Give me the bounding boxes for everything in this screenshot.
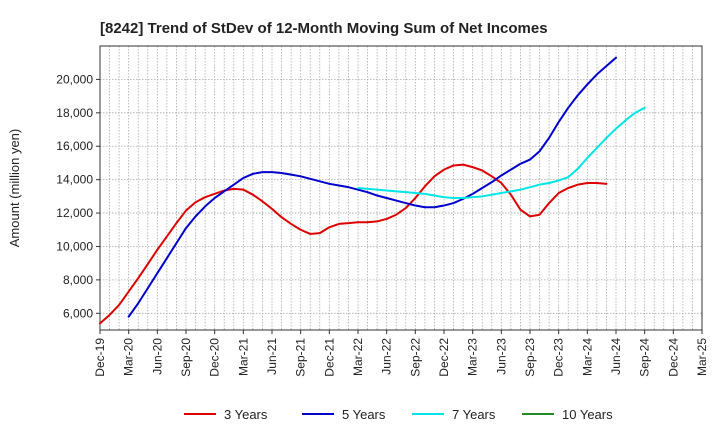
chart-title: [8242] Trend of StDev of 12-Month Moving… xyxy=(100,20,548,37)
series-lines xyxy=(99,56,646,325)
y-tick-label: 16,000 xyxy=(56,139,93,153)
x-tick-label: Mar-24 xyxy=(580,338,594,376)
x-tick-label: Sep-23 xyxy=(523,338,537,377)
x-tick-label: Mar-20 xyxy=(122,338,136,376)
y-tick-label: 10,000 xyxy=(56,239,93,253)
x-tick-label: Sep-22 xyxy=(408,338,422,377)
series-line-5-years xyxy=(127,56,617,318)
y-axis-ticks: 6,000 8,000 10,000 12,000 14,000 16,000 18,000… xyxy=(56,72,100,320)
y-tick-label: 18,000 xyxy=(56,106,93,120)
series-line-7-years xyxy=(357,106,646,200)
x-tick-label: Dec-22 xyxy=(437,338,451,377)
x-tick-label: Dec-19 xyxy=(93,338,107,377)
x-tick-label: Jun-24 xyxy=(609,338,623,375)
x-tick-label: Jun-22 xyxy=(380,338,394,375)
plot-area-frame xyxy=(99,45,703,331)
legend: 3 Years 5 Years 7 Years 10 Years xyxy=(184,407,613,422)
x-tick-label: Dec-23 xyxy=(552,338,566,377)
x-tick-label: Dec-21 xyxy=(322,338,336,377)
x-tick-label: Dec-20 xyxy=(208,338,222,377)
y-tick-label: 6,000 xyxy=(63,306,93,320)
y-tick-label: 14,000 xyxy=(56,173,93,187)
legend-label: 3 Years xyxy=(224,407,268,422)
x-tick-label: Jun-20 xyxy=(150,338,164,375)
y-tick-label: 12,000 xyxy=(56,206,93,220)
legend-label: 7 Years xyxy=(452,407,496,422)
legend-label: 10 Years xyxy=(562,407,613,422)
x-tick-label: Sep-21 xyxy=(294,338,308,377)
x-tick-label: Dec-24 xyxy=(666,338,680,377)
y-tick-label: 20,000 xyxy=(56,72,93,86)
x-tick-label: Sep-24 xyxy=(638,338,652,377)
x-tick-label: Mar-22 xyxy=(351,338,365,376)
x-tick-label: Jun-21 xyxy=(265,338,279,375)
x-tick-label: Jun-23 xyxy=(494,338,508,375)
y-tick-label: 8,000 xyxy=(63,273,93,287)
series-line-3-years xyxy=(99,163,608,325)
x-tick-label: Sep-20 xyxy=(179,338,193,377)
grid-lines xyxy=(100,46,702,330)
legend-label: 5 Years xyxy=(342,407,386,422)
x-axis-ticks: Dec-19 Mar-20 Jun-20 Sep-20 Dec-20 Mar-21 Jun-… xyxy=(93,330,709,377)
y-axis-title: Amount (million yen) xyxy=(7,129,22,248)
x-tick-label: Mar-21 xyxy=(236,338,250,376)
x-tick-label: Mar-25 xyxy=(695,338,709,376)
x-tick-label: Mar-23 xyxy=(466,338,480,376)
